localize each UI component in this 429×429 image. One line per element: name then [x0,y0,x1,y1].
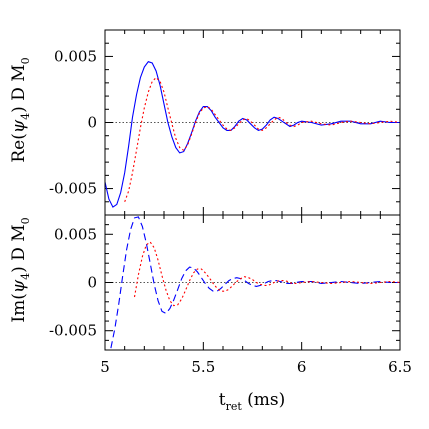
bottom-ytick-label: 0 [87,274,97,292]
xtick-label: 5 [100,358,110,376]
bottom-series-red-line [133,241,400,307]
xtick-label: 6 [297,358,307,376]
xtick-label: 6.5 [388,358,412,376]
bottom-ylabel: Im(ψ4) D M0 [9,217,32,322]
top-ytick-label: -0.005 [49,180,97,198]
top-ytick-label: 0.005 [54,47,97,65]
xtick-label: 5.5 [191,358,215,376]
top-panel: -0.005 0 0.005 [49,29,401,216]
bottom-panel: -0.005 0 0.005 5 5.5 6 6.5 [49,214,412,376]
bottom-series-blue-line [110,216,400,349]
bottom-ytick-label: -0.005 [49,322,97,340]
top-series-blue-line [105,61,400,208]
top-ylabel: Re(ψ4) D M0 [9,57,32,162]
bottom-ytick-label: 0.005 [54,225,97,243]
top-ytick-label: 0 [87,114,97,132]
top-series-red-line [124,76,400,202]
x-axis-label: tret (ms) [219,390,286,413]
bottom-frame [104,214,401,351]
